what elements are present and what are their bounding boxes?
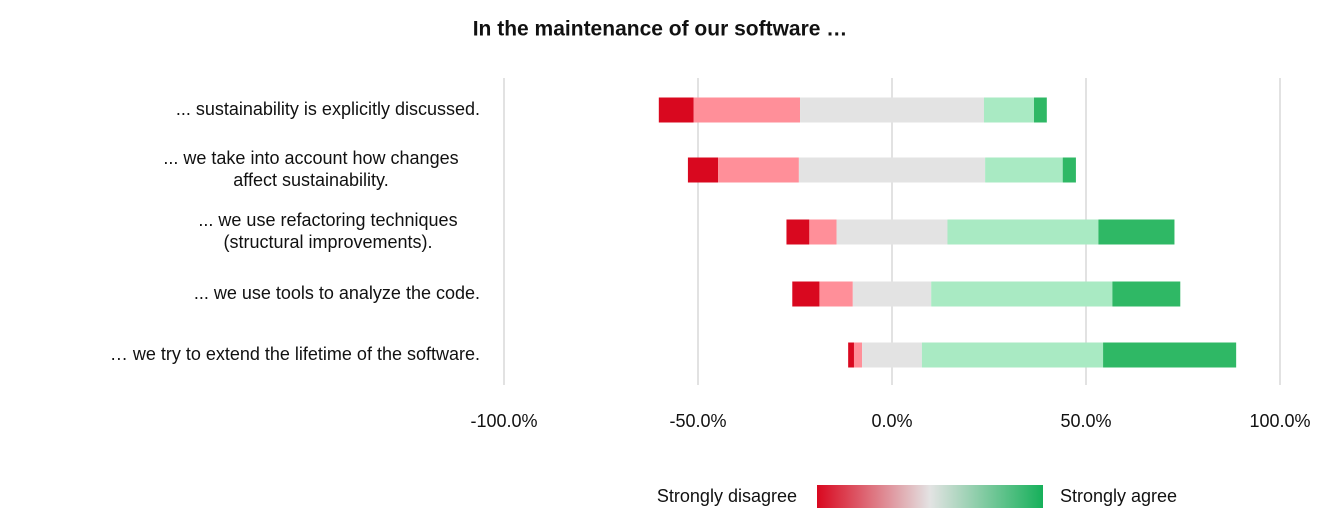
- category-line: ... we use tools to analyze the code.: [194, 283, 480, 303]
- legend-gradient: [817, 485, 1043, 508]
- bar-segment: [798, 157, 986, 183]
- category-label: ... we take into account how changes affe…: [163, 148, 458, 190]
- bar-segment: [1034, 97, 1047, 123]
- bar-segment: [809, 219, 837, 245]
- category-line: ... we use refactoring techniques: [198, 210, 457, 230]
- category-label: ... we use refactoring techniques (struct…: [198, 210, 457, 252]
- bar-segment: [819, 281, 853, 307]
- category-label: … we try to extend the lifetime of the s…: [110, 344, 480, 364]
- category-line: (structural improvements).: [223, 232, 432, 252]
- bar-segment: [931, 281, 1113, 307]
- bar-segment: [658, 97, 694, 123]
- bar-segment: [687, 157, 719, 183]
- chart-title: In the maintenance of our software …: [473, 18, 848, 41]
- bar-segment: [921, 342, 1104, 368]
- category-label: ... sustainability is explicitly discuss…: [176, 99, 480, 119]
- x-tick-label: -50.0%: [669, 411, 726, 431]
- bar-segment: [1112, 281, 1181, 307]
- legend-low: Strongly disagree: [657, 486, 797, 506]
- bar-segment: [1098, 219, 1175, 245]
- bar-segment: [1103, 342, 1237, 368]
- bar-segment: [836, 219, 948, 245]
- bar-segment: [693, 97, 801, 123]
- category-line: … we try to extend the lifetime of the s…: [110, 344, 480, 364]
- bar-segment: [947, 219, 1099, 245]
- x-tick-label: 50.0%: [1060, 411, 1111, 431]
- category-line: ... sustainability is explicitly discuss…: [176, 99, 480, 119]
- bar-segment: [853, 342, 863, 368]
- bar-segment: [852, 281, 932, 307]
- category-line: ... we take into account how changes: [163, 148, 458, 168]
- bar-segment: [718, 157, 799, 183]
- bar-segment: [1062, 157, 1076, 183]
- x-tick-label: -100.0%: [470, 411, 537, 431]
- legend-high: Strongly agree: [1060, 486, 1177, 506]
- bar-segment: [862, 342, 922, 368]
- bar-segment: [786, 219, 810, 245]
- x-tick-label: 0.0%: [871, 411, 912, 431]
- category-line: affect sustainability.: [233, 170, 388, 190]
- bar-segment: [848, 342, 854, 368]
- bar-segment: [985, 157, 1063, 183]
- bar-segment: [983, 97, 1035, 123]
- category-label: ... we use tools to analyze the code.: [194, 283, 480, 303]
- bar-segment: [792, 281, 820, 307]
- x-tick-label: 100.0%: [1249, 411, 1310, 431]
- bar-segment: [800, 97, 984, 123]
